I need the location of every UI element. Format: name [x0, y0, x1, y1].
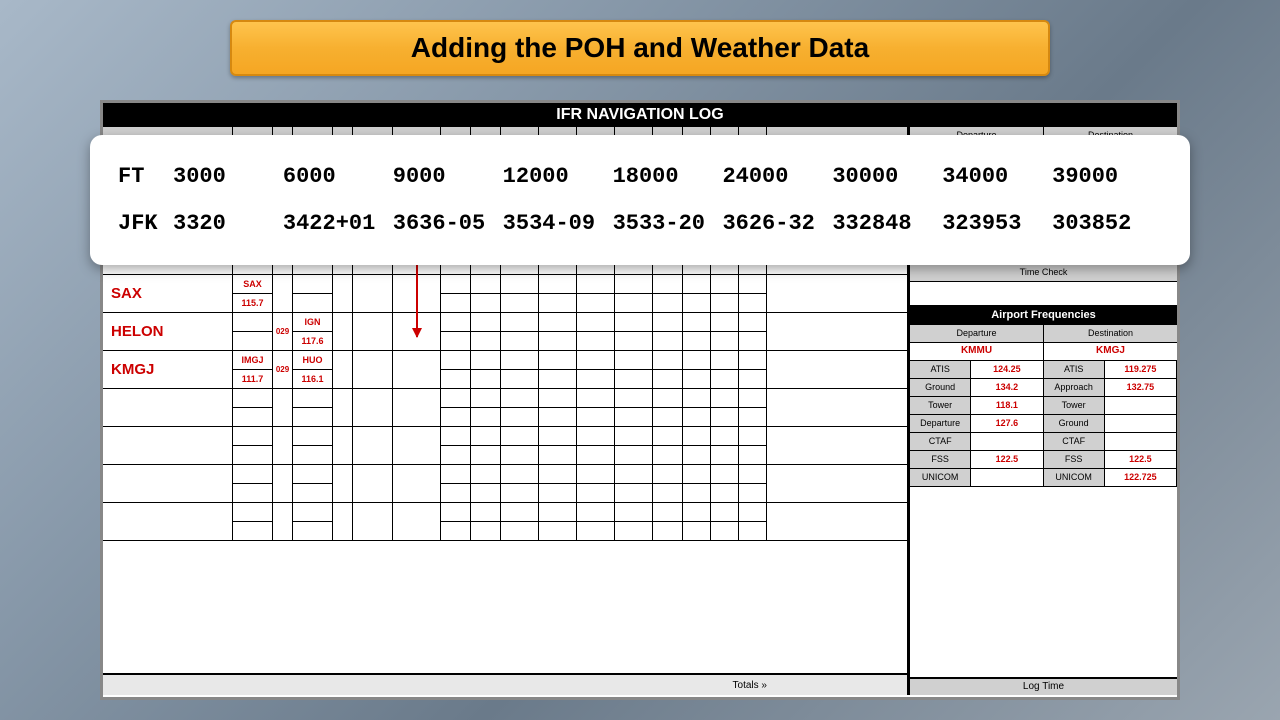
apf-hdr: Airport Frequencies [910, 307, 1177, 325]
fix-row: KMGJIMGJ111.7029HUO116.1 [103, 351, 907, 389]
log-time: Log Time [910, 677, 1177, 695]
winds-header: FT30006000900012000180002400030000340003… [118, 164, 1162, 189]
fix-row [103, 465, 907, 503]
apf-row: Departure127.6Ground [910, 415, 1177, 433]
fix-row [103, 503, 907, 541]
apf-row: ATIS124.25ATIS119.275 [910, 361, 1177, 379]
fix-row [103, 389, 907, 427]
title-bar: Adding the POH and Weather Data [230, 20, 1050, 76]
apf-row: UNICOMUNICOM122.725 [910, 469, 1177, 487]
apf-row: Tower118.1Tower [910, 397, 1177, 415]
info-time: Time Check [910, 265, 1177, 282]
winds-overlay: FT30006000900012000180002400030000340003… [90, 135, 1190, 265]
totals: Totals » [103, 673, 907, 695]
apf-row: FSS122.5FSS122.5 [910, 451, 1177, 469]
apf-row: Ground134.2Approach132.75 [910, 379, 1177, 397]
fix-row: SAXSAX115.7 [103, 275, 907, 313]
navlog-header: IFR NAVIGATION LOG [103, 103, 1177, 127]
fix-row: HELON029IGN117.6 [103, 313, 907, 351]
fix-row [103, 427, 907, 465]
airport-frequencies: Airport Frequencies DepartureDestination… [910, 307, 1177, 487]
apf-row: CTAFCTAF [910, 433, 1177, 451]
winds-data: JFK33203422+013636-053534-093533-203626-… [118, 211, 1162, 236]
